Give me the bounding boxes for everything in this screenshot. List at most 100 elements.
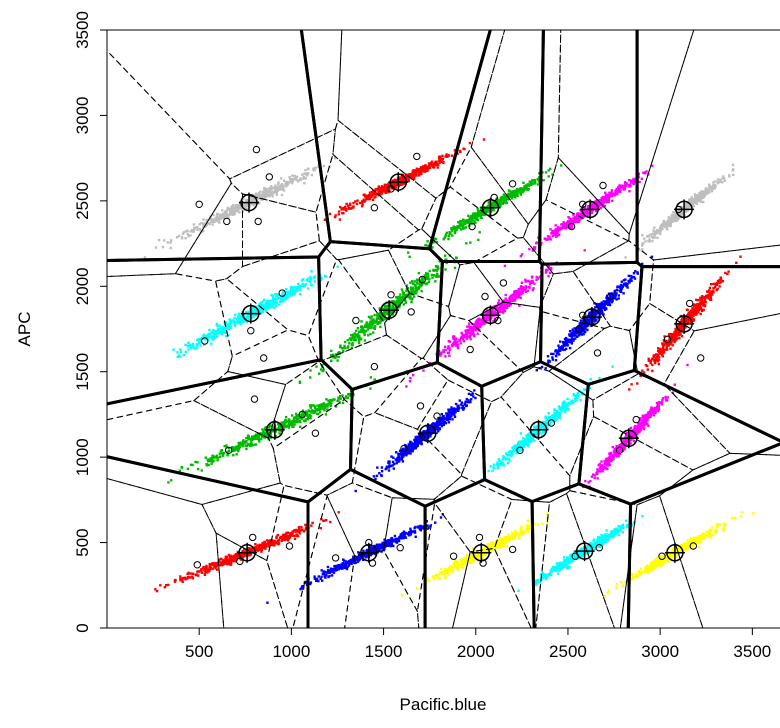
point bbox=[694, 308, 697, 311]
point bbox=[454, 343, 458, 346]
point bbox=[700, 190, 703, 193]
point bbox=[218, 455, 222, 459]
point bbox=[686, 209, 689, 212]
point bbox=[299, 178, 302, 182]
point bbox=[256, 310, 259, 314]
point bbox=[410, 177, 414, 180]
point bbox=[333, 215, 337, 219]
point bbox=[548, 271, 552, 275]
point bbox=[454, 341, 458, 344]
point bbox=[586, 319, 589, 322]
point bbox=[586, 314, 590, 318]
point bbox=[319, 278, 323, 282]
point bbox=[284, 421, 287, 424]
point bbox=[343, 340, 347, 344]
point bbox=[633, 277, 637, 280]
point bbox=[469, 333, 472, 336]
point bbox=[275, 300, 279, 303]
point bbox=[369, 387, 372, 390]
point bbox=[599, 199, 602, 203]
point bbox=[611, 199, 614, 202]
point bbox=[465, 335, 469, 339]
point bbox=[479, 323, 483, 327]
point bbox=[515, 187, 519, 191]
point bbox=[347, 207, 351, 210]
point bbox=[313, 405, 317, 408]
point bbox=[270, 187, 273, 191]
point bbox=[293, 288, 296, 292]
point bbox=[586, 328, 589, 332]
point bbox=[485, 309, 489, 312]
point bbox=[637, 176, 640, 179]
point bbox=[163, 239, 166, 242]
point bbox=[520, 285, 523, 288]
point bbox=[537, 180, 541, 183]
point bbox=[288, 292, 292, 295]
point bbox=[271, 186, 275, 189]
point bbox=[337, 399, 340, 402]
point bbox=[699, 192, 702, 195]
point bbox=[711, 184, 715, 187]
point bbox=[430, 160, 434, 163]
point bbox=[410, 292, 414, 295]
point bbox=[521, 288, 524, 291]
point bbox=[667, 339, 670, 342]
point bbox=[399, 180, 403, 183]
point bbox=[186, 232, 189, 236]
point bbox=[226, 206, 229, 210]
point bbox=[350, 346, 354, 349]
point bbox=[468, 141, 472, 145]
point bbox=[308, 404, 312, 407]
point bbox=[414, 172, 417, 175]
point bbox=[270, 429, 273, 433]
point bbox=[222, 216, 226, 219]
point bbox=[415, 167, 418, 170]
point bbox=[320, 368, 323, 371]
point bbox=[567, 338, 570, 341]
point bbox=[302, 177, 305, 180]
scatter-points bbox=[143, 138, 755, 604]
point bbox=[346, 346, 350, 349]
point bbox=[514, 190, 517, 194]
point bbox=[691, 203, 694, 206]
point bbox=[519, 191, 522, 195]
point bbox=[611, 299, 614, 303]
point bbox=[268, 302, 271, 305]
point bbox=[285, 425, 289, 428]
point bbox=[405, 174, 409, 177]
point bbox=[271, 305, 274, 309]
point bbox=[701, 193, 704, 196]
point bbox=[233, 316, 236, 320]
point bbox=[452, 337, 455, 340]
point bbox=[512, 294, 516, 297]
point bbox=[406, 286, 409, 290]
point bbox=[618, 188, 622, 192]
point bbox=[476, 332, 479, 335]
point bbox=[712, 287, 715, 290]
point bbox=[619, 286, 622, 290]
point bbox=[467, 214, 470, 217]
point bbox=[180, 466, 183, 469]
point bbox=[430, 164, 433, 167]
point bbox=[208, 222, 211, 225]
point bbox=[719, 278, 722, 282]
point bbox=[178, 355, 182, 358]
point bbox=[657, 362, 661, 366]
point bbox=[341, 401, 345, 405]
point bbox=[225, 324, 228, 328]
point bbox=[685, 201, 688, 204]
point bbox=[304, 177, 307, 180]
point bbox=[307, 279, 310, 283]
point bbox=[253, 197, 256, 200]
point bbox=[619, 185, 622, 189]
point bbox=[727, 270, 730, 273]
point bbox=[613, 297, 617, 300]
point bbox=[434, 268, 437, 272]
point bbox=[525, 280, 529, 283]
point bbox=[706, 192, 709, 195]
point bbox=[266, 302, 269, 305]
point bbox=[195, 346, 198, 350]
point bbox=[399, 293, 402, 296]
point bbox=[641, 234, 644, 237]
point bbox=[360, 328, 363, 331]
